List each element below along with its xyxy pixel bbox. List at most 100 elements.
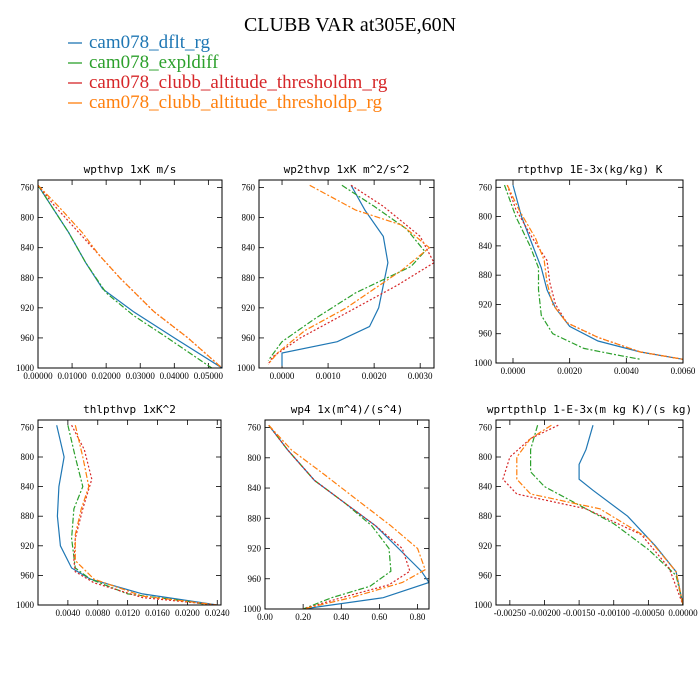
- y-tick-label: 1000: [243, 604, 262, 614]
- series-line-1: [529, 425, 683, 605]
- series-line-2: [38, 184, 222, 368]
- y-tick-label: 880: [242, 273, 256, 283]
- series-line-1: [38, 184, 213, 368]
- x-tick-label: 0.00: [257, 612, 273, 622]
- series-line-3: [506, 184, 683, 360]
- chart-panel: thlpthvp 1xK^2 760 800 840 880 920 960 1000 0.00…: [16, 403, 230, 618]
- series-line-2: [506, 184, 683, 360]
- y-tick-label: 920: [479, 299, 493, 309]
- y-tick-label: 920: [21, 541, 35, 551]
- y-tick-label: 960: [479, 570, 493, 580]
- series-line-0: [281, 185, 389, 366]
- x-tick-label: 0.0030: [408, 371, 433, 381]
- y-tick-label: 880: [21, 511, 35, 521]
- series-line-3: [38, 184, 222, 368]
- y-tick-label: 800: [248, 453, 262, 463]
- x-tick-label: 0.80: [410, 612, 426, 622]
- plot-frame: [264, 419, 430, 610]
- y-tick-label: 880: [248, 513, 262, 523]
- y-tick-label: 800: [21, 213, 35, 223]
- legend-label: cam078_expldiff: [89, 52, 219, 73]
- series-line-3: [516, 424, 683, 605]
- series-line-3: [268, 424, 426, 609]
- y-tick-label: 960: [21, 570, 35, 580]
- x-tick-label: 0.0080: [85, 608, 110, 618]
- series-line-0: [56, 425, 218, 605]
- x-tick-label: 0.0120: [115, 608, 140, 618]
- series-line-1: [267, 184, 426, 361]
- y-tick-label: 1000: [16, 363, 35, 373]
- y-tick-label: 840: [21, 482, 35, 492]
- x-tick-label: 0.0200: [175, 608, 200, 618]
- x-tick-label: -0.00150: [563, 608, 596, 618]
- panels: wpthvp 1xK m/s76080084088092096010000.00…: [16, 163, 698, 622]
- x-tick-label: 0.04000: [160, 371, 190, 381]
- plot-frame: [258, 179, 435, 369]
- panel-title: thlpthvp 1xK^2: [83, 403, 176, 416]
- y-tick-label: 960: [248, 574, 262, 584]
- figure-title: CLUBB VAR at305E,60N: [244, 14, 456, 36]
- y-tick-label: 880: [479, 270, 493, 280]
- x-tick-label: 0.0020: [362, 371, 387, 381]
- y-tick-label: 1000: [16, 600, 35, 610]
- y-tick-label: 760: [21, 422, 35, 432]
- y-tick-label: 960: [479, 329, 493, 339]
- series-line-1: [503, 184, 641, 360]
- x-tick-label: 0.0240: [205, 608, 230, 618]
- x-tick-label: 0.0000: [270, 371, 295, 381]
- y-tick-label: 800: [479, 212, 493, 222]
- y-tick-label: 920: [479, 541, 493, 551]
- x-tick-label: 0.0060: [671, 366, 696, 376]
- y-tick-label: 800: [21, 452, 35, 462]
- legend-label: cam078_dflt_rg: [89, 32, 211, 53]
- y-tick-label: 840: [479, 482, 493, 492]
- y-tick-label: 840: [242, 243, 256, 253]
- y-tick-label: 760: [479, 422, 493, 432]
- x-tick-label: 0.00000: [23, 371, 53, 381]
- x-tick-label: -0.00100: [598, 608, 631, 618]
- y-tick-label: 840: [21, 243, 35, 253]
- x-tick-label: 0.60: [372, 612, 388, 622]
- y-tick-label: 880: [21, 273, 35, 283]
- plot-frame: [495, 419, 684, 606]
- y-tick-label: 1000: [237, 363, 256, 373]
- x-tick-label: 0.0000: [501, 366, 526, 376]
- y-tick-label: 760: [21, 183, 35, 193]
- y-tick-label: 960: [21, 333, 35, 343]
- y-tick-label: 1000: [474, 600, 493, 610]
- y-tick-label: 840: [479, 241, 493, 251]
- y-tick-label: 960: [242, 333, 256, 343]
- chart-panel: rtpthvp 1E-3x(kg/kg) K 760 800 840 880 920 960…: [474, 163, 696, 376]
- panel-title: wpthvp 1xK m/s: [84, 163, 177, 176]
- y-tick-label: 760: [479, 182, 493, 192]
- panel-title: wp2thvp 1xK m^2/s^2: [284, 163, 410, 176]
- chart-panel: wprtpthlp 1-E-3x(m kg K)/(s kg) 760 800 840…: [474, 403, 698, 618]
- legend-label: cam078_clubb_altitude_thresholdm_rg: [89, 72, 388, 93]
- plot-frame: [495, 179, 684, 364]
- x-tick-label: 0.40: [333, 612, 349, 622]
- series-line-0: [578, 425, 683, 605]
- y-tick-label: 840: [248, 483, 262, 493]
- series-line-1: [268, 424, 392, 609]
- series-line-2: [268, 424, 411, 609]
- chart-panel: wp2thvp 1xK m^2/s^2 760 800 840 880 920 960 100…: [237, 163, 435, 381]
- series-line-0: [268, 424, 429, 609]
- x-tick-label: -0.00200: [528, 608, 561, 618]
- x-tick-label: -0.00250: [494, 608, 527, 618]
- panel-title: wp4 1x(m^4)/(s^4): [291, 403, 404, 416]
- y-tick-label: 1000: [474, 358, 493, 368]
- x-tick-label: 0.00000: [668, 608, 698, 618]
- x-tick-label: 0.0020: [557, 366, 582, 376]
- legend: cam078_dflt_rgcam078_expldiffcam078_club…: [68, 32, 388, 113]
- y-tick-label: 760: [242, 183, 256, 193]
- y-tick-label: 920: [248, 544, 262, 554]
- x-tick-label: 0.03000: [126, 371, 156, 381]
- y-tick-label: 800: [479, 452, 493, 462]
- legend-label: cam078_clubb_altitude_thresholdp_rg: [89, 92, 383, 113]
- x-tick-label: 0.0160: [145, 608, 170, 618]
- chart-panel: wpthvp 1xK m/s 760 800 840 880 920 960 10000.00…: [16, 163, 223, 381]
- chart-panel: wp4 1x(m^4)/(s^4)76080084088092096010000…: [243, 403, 430, 622]
- plot-frame: [37, 419, 222, 606]
- series-line-2: [71, 424, 218, 605]
